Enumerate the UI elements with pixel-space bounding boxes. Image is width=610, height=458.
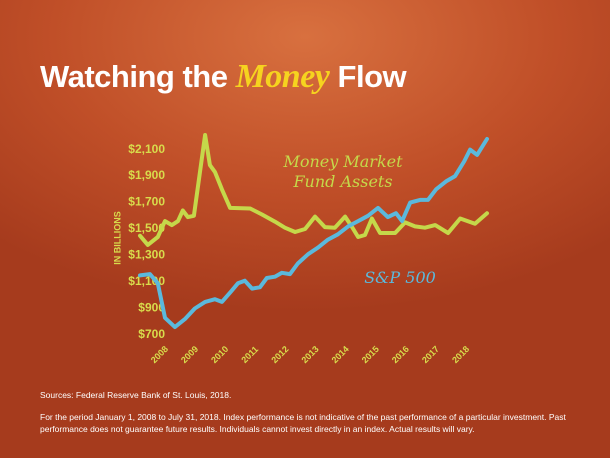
series-label: S&P 500 xyxy=(364,268,436,287)
x-tick-label: 2015 xyxy=(360,344,381,365)
x-tick-label: 2010 xyxy=(209,344,230,365)
chart: IN BILLIONS $700$900$1,100$1,300$1,500$1… xyxy=(112,133,489,365)
x-tick-label: 2013 xyxy=(299,344,320,365)
y-tick-label: $900 xyxy=(138,301,165,315)
y-axis-label: IN BILLIONS xyxy=(112,211,122,265)
y-tick-label: $1,500 xyxy=(128,221,165,235)
disclaimer: For the period January 1, 2008 to July 3… xyxy=(40,412,566,434)
y-tick-label: $1,300 xyxy=(128,248,165,262)
x-tick-label: 2018 xyxy=(450,344,471,365)
x-tick-label: 2012 xyxy=(269,344,290,365)
title-part: Watching the xyxy=(40,59,228,94)
source: Sources: Federal Reserve Bank of St. Lou… xyxy=(40,390,232,400)
title-part: Flow xyxy=(337,59,407,94)
y-tick-label: $2,100 xyxy=(128,142,165,156)
y-tick-label: $1,900 xyxy=(128,168,165,182)
title-emphasis: Money xyxy=(235,58,330,95)
x-tick-label: 2017 xyxy=(420,344,441,365)
x-tick-label: 2016 xyxy=(390,344,411,365)
series-line xyxy=(138,137,489,330)
series-line xyxy=(138,133,489,247)
x-tick-label: 2008 xyxy=(149,344,170,365)
y-tick-label: $1,700 xyxy=(128,195,165,209)
x-tick-label: 2011 xyxy=(239,344,260,365)
x-tick-label: 2009 xyxy=(179,344,200,365)
chart-title: Watching the Money Flow xyxy=(40,58,407,96)
x-tick-label: 2014 xyxy=(330,344,351,365)
y-tick-label: $700 xyxy=(138,327,165,341)
series-label: Money Market Fund Assets xyxy=(283,152,403,191)
